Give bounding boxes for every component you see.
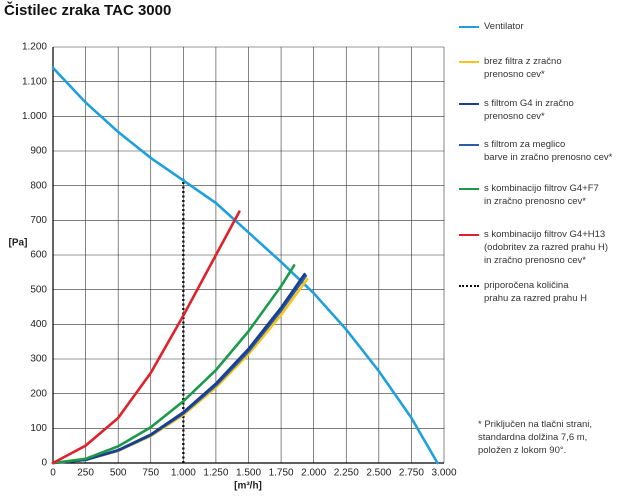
y-tick-label: 1.000 <box>22 111 47 122</box>
chart-title: Čistilec zraka TAC 3000 <box>4 2 172 19</box>
y-tick-label: 700 <box>30 215 47 226</box>
legend-label: s filtrom G4 in zračno prenosno cev* <box>484 98 574 122</box>
x-tick-label: 250 <box>77 468 94 479</box>
legend-label: s kombinacijo filtrov G4+H13 (odobritev … <box>484 229 609 266</box>
legend-swatch <box>459 61 479 63</box>
legend-swatch <box>459 234 479 236</box>
legend-label: brez filtra z zračno prenosno cev* <box>484 56 562 80</box>
y-tick-label: 0 <box>41 458 47 469</box>
y-tick-label: 300 <box>30 354 47 365</box>
legend-swatch <box>459 103 479 105</box>
legend-swatch <box>459 144 479 146</box>
x-tick-label: 1.250 <box>203 468 228 479</box>
x-axis-label: [m³/h] <box>234 481 262 492</box>
y-tick-label: 600 <box>30 250 47 261</box>
y-tick-label: 500 <box>30 284 47 295</box>
legend-label: s filtrom za meglico barve in zračno pre… <box>484 139 613 163</box>
x-tick-label: 2.250 <box>334 468 359 479</box>
x-tick-label: 0 <box>50 468 56 479</box>
y-tick-label: 1.100 <box>22 76 47 87</box>
y-axis-label: [Pa] <box>9 238 28 249</box>
y-tick-label: 100 <box>30 423 47 434</box>
series-line <box>51 264 296 465</box>
y-tick-label: 800 <box>30 180 47 191</box>
x-tick-label: 2.500 <box>366 468 391 479</box>
x-tick-label: 2.000 <box>301 468 326 479</box>
series-line <box>51 277 309 465</box>
x-tick-label: 1.500 <box>236 468 261 479</box>
legend-swatch <box>459 188 479 190</box>
x-tick-label: 1.750 <box>269 468 294 479</box>
legend-swatch <box>459 285 479 287</box>
x-tick-label: 750 <box>142 468 159 479</box>
footnote: * Priključen na tlačni strani, standardn… <box>478 419 593 456</box>
y-tick-label: 400 <box>30 319 47 330</box>
legend-swatch <box>459 26 479 28</box>
y-tick-label: 900 <box>30 146 47 157</box>
y-tick-label: 200 <box>30 388 47 399</box>
y-tick-label: 1.200 <box>22 42 47 53</box>
legend-label: s kombinacijo filtrov G4+F7 in zračno pr… <box>484 183 599 207</box>
x-tick-label: 2.750 <box>399 468 424 479</box>
x-tick-label: 3.000 <box>431 468 456 479</box>
x-tick-label: 500 <box>110 468 127 479</box>
series-line <box>51 272 306 465</box>
legend-label: priporočena količina prahu za razred pra… <box>484 280 587 304</box>
legend-label: Ventilator <box>484 21 524 32</box>
x-tick-label: 1.000 <box>171 468 196 479</box>
series-line <box>51 66 439 465</box>
series-line <box>51 210 241 465</box>
